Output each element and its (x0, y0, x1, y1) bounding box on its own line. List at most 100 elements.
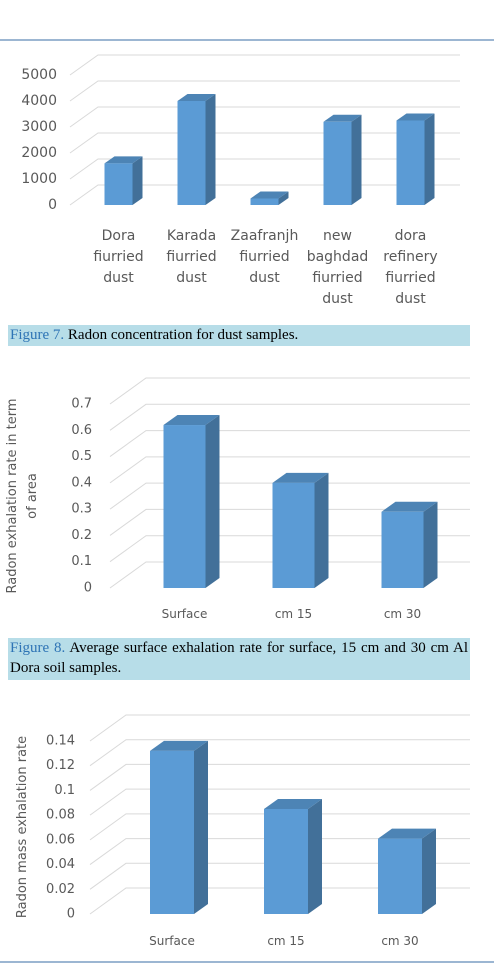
bar (150, 740, 208, 914)
y-tick-label: 0.1 (54, 783, 75, 798)
bar-top (323, 114, 362, 122)
x-tick-label: Zaafranjh fiurried dust (231, 228, 299, 286)
y-tick-label: 4000 (21, 93, 57, 109)
bar (323, 114, 362, 205)
grid-line (89, 838, 470, 865)
x-tick-label: cm 15 (275, 607, 312, 621)
y-tick-label: 0.08 (46, 808, 75, 823)
y-tick-label: 0.12 (46, 758, 75, 773)
y-tick-label: 5000 (21, 67, 57, 83)
bar-top (381, 501, 438, 512)
grid-line (69, 106, 460, 128)
bar-top (272, 472, 329, 483)
y-tick-label: 0 (84, 581, 92, 596)
grid-line (69, 80, 460, 102)
bar (177, 94, 216, 205)
x-tick-label: cm 15 (267, 934, 304, 948)
x-tick-label: cm 30 (384, 607, 421, 621)
y-tick-label: 0.7 (71, 397, 92, 412)
y-tick-label: 3000 (21, 119, 57, 135)
y-tick-label: 0.14 (46, 734, 75, 749)
caption: Figure 8. Average surface exhalation rat… (8, 638, 470, 680)
bar (250, 191, 289, 205)
bar-side (278, 191, 289, 205)
grid-line (109, 456, 470, 484)
y-tick-label: 0.2 (71, 528, 92, 543)
bar-top (250, 191, 289, 199)
bar (104, 156, 143, 205)
y-tick-label: 0.5 (71, 449, 92, 464)
bar-front (163, 425, 206, 588)
grid-line (109, 561, 470, 589)
y-tick-label: 0.06 (46, 832, 75, 847)
caption-label: Figure 8. (10, 640, 66, 656)
y-tick-label: 2000 (21, 145, 57, 161)
grid-line (69, 54, 460, 76)
bar-top (264, 798, 322, 809)
bar-front (272, 482, 315, 588)
bar-top (396, 113, 435, 121)
bar-front (264, 808, 308, 914)
bar-front (150, 750, 194, 914)
bar-side (314, 472, 329, 588)
x-tick-label: Surface (149, 934, 195, 948)
bar-front (381, 511, 424, 588)
grid-line (89, 862, 470, 890)
bar-side (422, 828, 436, 914)
grid-line (89, 788, 470, 816)
grid-line (109, 535, 470, 563)
bar (163, 415, 220, 588)
grid-line (109, 377, 470, 405)
bar (264, 798, 322, 914)
bar-top (104, 156, 143, 164)
bar-front (378, 838, 422, 914)
bar-front (250, 198, 279, 205)
grid-line (109, 403, 470, 431)
bar-top (163, 415, 220, 426)
bar-side (132, 156, 143, 205)
bar-side (423, 501, 438, 588)
bar (381, 501, 438, 588)
grid-line (89, 714, 470, 742)
y-tick-label: 0.6 (71, 423, 92, 438)
bar-front (177, 101, 206, 205)
grid-line (89, 763, 470, 791)
y-tick-label: 0.04 (46, 857, 75, 872)
bar-side (351, 114, 362, 205)
caption: Figure 7. Radon concentration for dust s… (8, 325, 470, 346)
grid-line (89, 739, 470, 767)
caption-text: Radon concentration for dust samples. (67, 327, 299, 343)
grid-line (109, 482, 470, 510)
grid-line (89, 887, 470, 915)
bar-side (424, 113, 435, 205)
bar-front (323, 121, 352, 205)
y-tick-label: 0.4 (71, 475, 92, 490)
x-tick-label: Dora fiurried dust (93, 228, 143, 286)
bar-side (205, 415, 220, 588)
bar-front (396, 120, 425, 205)
bar-side (308, 798, 322, 914)
grid-line (109, 508, 470, 536)
x-tick-label: dora refinery fiurried dust (383, 228, 437, 307)
y-tick-label: 1000 (21, 171, 57, 187)
bar (272, 472, 329, 588)
x-tick-label: new baghdad fiurried dust (307, 228, 369, 307)
bar (396, 113, 435, 205)
x-tick-label: Surface (162, 607, 208, 621)
caption-label: Figure 7. (10, 327, 65, 343)
y-tick-label: 0.3 (71, 502, 92, 517)
bar-top (150, 740, 208, 751)
y-tick-label: 0.1 (71, 554, 92, 569)
bar-side (194, 740, 208, 914)
caption-text: Average surface exhalation rate for surf… (10, 640, 468, 676)
y-axis-title: Radon mass exhalation rate (15, 736, 30, 918)
bar-side (205, 94, 216, 205)
y-axis-title: Radon exhalation rate in term of area (5, 399, 40, 594)
bar-front (104, 163, 133, 205)
bar-top (177, 94, 216, 101)
grid-line (109, 430, 470, 457)
y-tick-label: 0.02 (46, 882, 75, 897)
y-tick-label: 0 (48, 197, 57, 213)
